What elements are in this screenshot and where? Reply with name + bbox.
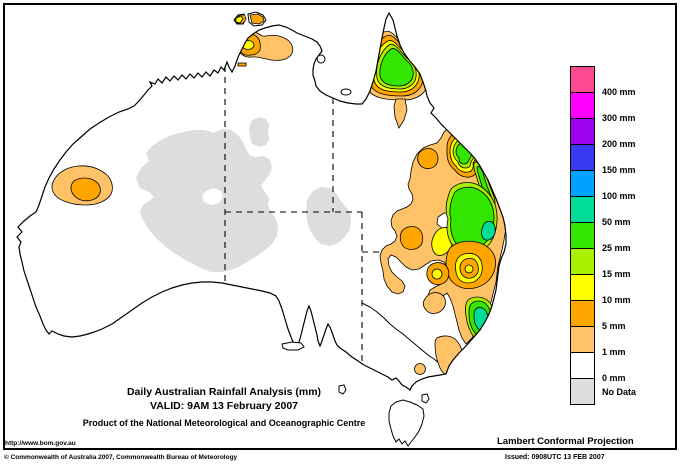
- projection-label: Lambert Conformal Projection: [497, 436, 634, 447]
- legend-swatch-50-100mm: [570, 196, 595, 223]
- legend-label-150-200mm: 150 mm: [602, 165, 636, 175]
- legend-swatch-15-25mm: [570, 248, 595, 275]
- rainfall-contour-25mm: [379, 48, 414, 87]
- legend-swatch-100-150mm: [570, 170, 595, 197]
- legend-label-5-10mm: 5 mm: [602, 321, 626, 331]
- legend-swatch-5-10mm: [570, 300, 595, 327]
- legend-label-100-150mm: 100 mm: [602, 191, 636, 201]
- map-title: Daily Australian Rainfall Analysis (mm): [126, 386, 322, 398]
- map-frame: [3, 3, 677, 450]
- legend-swatch-1-5mm: [570, 326, 595, 353]
- rainfall-contour-1mm: [422, 292, 446, 314]
- rainfall-spot-5mm: [237, 62, 247, 67]
- legend-label-25-50mm: 25 mm: [602, 243, 631, 253]
- groote-eylandt: [316, 54, 326, 64]
- legend-swatch-300-400mm: [570, 92, 595, 119]
- rainfall-spot-1mm: [414, 363, 426, 375]
- legend-swatch-10-15mm: [570, 274, 595, 301]
- legend-label-15-25mm: 15 mm: [602, 269, 631, 279]
- rainfall-contour-5mm: [249, 13, 265, 25]
- kangaroo-island: [281, 341, 305, 351]
- issued-timestamp: Issued: 0908UTC 13 FEB 2007: [505, 454, 605, 461]
- rainfall-contour-10mm: [235, 15, 244, 24]
- legend-label-no-data: No Data: [602, 387, 637, 397]
- legend-label-300-400mm: 300 mm: [602, 113, 636, 123]
- rainfall-contour-25mm: [449, 186, 495, 251]
- map-valid-time: VALID: 9AM 13 February 2007: [149, 400, 299, 412]
- rainfall-contour-10mm: [431, 268, 443, 280]
- no-data-regions: [136, 117, 351, 272]
- rainfall-contour-5mm: [399, 226, 424, 250]
- flinders-island: [421, 393, 430, 404]
- tasmania: [388, 399, 425, 447]
- legend-label-1-5mm: 1 mm: [602, 347, 626, 357]
- map-product-line: Product of the National Meteorological a…: [82, 418, 366, 428]
- legend-label-200-300mm: 200 mm: [602, 139, 636, 149]
- bom-url-label: http://www.bom.gov.au: [5, 440, 76, 447]
- copyright-notice: © Commonwealth of Australia 2007, Common…: [4, 454, 238, 461]
- legend-label-50-100mm: 50 mm: [602, 217, 631, 227]
- rainfall-contour-5mm: [417, 148, 439, 169]
- legend-swatch-above-400mm: [570, 66, 595, 93]
- rainfall-contour-5mm: [70, 177, 101, 202]
- legend-label-0-1mm: 0 mm: [602, 373, 626, 383]
- rainfall-contour-1mm: [393, 98, 408, 129]
- king-island: [338, 384, 347, 395]
- legend-swatch-no-data: [570, 378, 595, 405]
- rainfall-contour-10mm: [464, 264, 474, 274]
- mornington-island: [340, 88, 352, 96]
- map-title-block: Daily Australian Rainfall Analysis (mm) …: [44, 386, 404, 429]
- legend-label-10-15mm: 10 mm: [602, 295, 631, 305]
- rainfall-contour-50mm: [481, 220, 496, 241]
- legend-label-above-400mm: 400 mm: [602, 87, 636, 97]
- islands: [281, 54, 430, 447]
- legend-swatch-200-300mm: [570, 118, 595, 145]
- legend-swatch-0-1mm: [570, 352, 595, 379]
- legend-swatch-25-50mm: [570, 222, 595, 249]
- legend-swatch-150-200mm: [570, 144, 595, 171]
